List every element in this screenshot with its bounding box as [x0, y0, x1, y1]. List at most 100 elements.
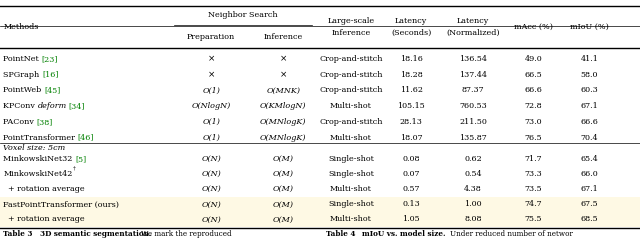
Text: Multi-shot: Multi-shot	[330, 102, 372, 110]
Text: 137.44: 137.44	[459, 71, 487, 79]
Text: $\times$: $\times$	[279, 70, 287, 79]
Text: 67.1: 67.1	[580, 102, 598, 110]
Text: [38]: [38]	[36, 118, 53, 126]
Text: mAcc (%): mAcc (%)	[514, 23, 553, 31]
Text: 58.0: 58.0	[580, 71, 598, 79]
Bar	[0, 212, 640, 227]
Text: [45]: [45]	[44, 86, 60, 94]
Text: 87.37: 87.37	[461, 86, 484, 94]
Text: Inference: Inference	[332, 29, 371, 37]
Text: Latency: Latency	[395, 17, 428, 25]
Text: We mark the reproduced: We mark the reproduced	[141, 230, 232, 238]
Text: 70.4: 70.4	[580, 134, 598, 142]
Text: O(MNlogK): O(MNlogK)	[260, 118, 307, 126]
Text: O(M): O(M)	[273, 200, 294, 208]
Text: Methods: Methods	[3, 23, 38, 31]
Text: + rotation average: + rotation average	[8, 215, 85, 223]
Text: + rotation average: + rotation average	[8, 185, 85, 193]
Text: (Seconds): (Seconds)	[391, 29, 431, 37]
Text: 0.54: 0.54	[464, 170, 482, 178]
Text: SPGraph: SPGraph	[3, 71, 42, 79]
Text: $\times$: $\times$	[279, 54, 287, 64]
Text: 73.3: 73.3	[525, 170, 542, 178]
Text: 18.28: 18.28	[400, 71, 422, 79]
Text: Multi-shot: Multi-shot	[330, 185, 372, 193]
Text: 760.53: 760.53	[459, 102, 487, 110]
Text: PointNet: PointNet	[3, 55, 42, 63]
Text: 71.7: 71.7	[525, 155, 542, 163]
Text: 3D semantic segmentation.: 3D semantic segmentation.	[40, 230, 152, 238]
Text: [5]: [5]	[75, 155, 86, 163]
Text: (Normalized): (Normalized)	[446, 29, 500, 37]
Text: KPConv: KPConv	[3, 102, 38, 110]
Text: Crop-and-stitch: Crop-and-stitch	[319, 55, 383, 63]
Text: 0.07: 0.07	[403, 170, 420, 178]
Text: O(N): O(N)	[202, 170, 221, 178]
Text: Single-shot: Single-shot	[328, 170, 374, 178]
Text: 211.50: 211.50	[459, 118, 487, 126]
Text: [16]: [16]	[42, 71, 58, 79]
Text: 66.5: 66.5	[525, 71, 542, 79]
Bar	[0, 197, 640, 212]
Text: PAConv: PAConv	[3, 118, 36, 126]
Text: 66.0: 66.0	[580, 170, 598, 178]
Text: O(M): O(M)	[273, 185, 294, 193]
Text: Inference: Inference	[264, 33, 303, 41]
Text: 135.87: 135.87	[459, 134, 487, 142]
Text: O(1): O(1)	[202, 86, 220, 94]
Text: Crop-and-stitch: Crop-and-stitch	[319, 71, 383, 79]
Text: 76.5: 76.5	[525, 134, 542, 142]
Text: Neighbor Search: Neighbor Search	[209, 11, 278, 19]
Text: O(N): O(N)	[202, 155, 221, 163]
Text: 67.5: 67.5	[580, 200, 598, 208]
Text: Voxel size: 5cm: Voxel size: 5cm	[3, 144, 65, 152]
Text: 8.08: 8.08	[464, 215, 482, 223]
Text: Preparation: Preparation	[187, 33, 236, 41]
Text: 73.0: 73.0	[525, 118, 542, 126]
Text: 0.57: 0.57	[403, 185, 420, 193]
Text: O(MNlogK): O(MNlogK)	[260, 134, 307, 142]
Text: Large-scale: Large-scale	[328, 17, 374, 25]
Text: O(NlogN): O(NlogN)	[191, 102, 231, 110]
Text: 0.08: 0.08	[403, 155, 420, 163]
Text: 0.13: 0.13	[403, 200, 420, 208]
Text: Table 4: Table 4	[326, 230, 356, 238]
Text: O(N): O(N)	[202, 200, 221, 208]
Text: FastPointTransformer (ours): FastPointTransformer (ours)	[3, 200, 119, 208]
Text: 68.5: 68.5	[580, 215, 598, 223]
Text: MinkowskiNet32: MinkowskiNet32	[3, 155, 75, 163]
Text: O(N): O(N)	[202, 185, 221, 193]
Text: 65.4: 65.4	[580, 155, 598, 163]
Text: mIoU vs. model size.: mIoU vs. model size.	[362, 230, 445, 238]
Text: $\times$: $\times$	[207, 54, 215, 64]
Text: 72.8: 72.8	[525, 102, 542, 110]
Text: 66.6: 66.6	[580, 118, 598, 126]
Text: 41.1: 41.1	[580, 55, 598, 63]
Text: O(MNK): O(MNK)	[266, 86, 300, 94]
Text: Crop-and-stitch: Crop-and-stitch	[319, 118, 383, 126]
Text: 60.3: 60.3	[580, 86, 598, 94]
Text: 136.54: 136.54	[459, 55, 487, 63]
Text: Table 3: Table 3	[3, 230, 33, 238]
Text: MinkowskiNet42: MinkowskiNet42	[3, 170, 72, 178]
Text: Single-shot: Single-shot	[328, 155, 374, 163]
Text: [46]: [46]	[77, 134, 94, 142]
Text: PointTransformer: PointTransformer	[3, 134, 77, 142]
Text: 105.15: 105.15	[397, 102, 425, 110]
Text: Latency: Latency	[457, 17, 489, 25]
Text: O(KMlogN): O(KMlogN)	[260, 102, 307, 110]
Text: O(1): O(1)	[202, 118, 220, 126]
Text: 75.5: 75.5	[525, 215, 542, 223]
Text: O(M): O(M)	[273, 155, 294, 163]
Text: Multi-shot: Multi-shot	[330, 134, 372, 142]
Text: 18.16: 18.16	[400, 55, 422, 63]
Text: O(1): O(1)	[202, 134, 220, 142]
Text: 74.7: 74.7	[525, 200, 542, 208]
Text: [23]: [23]	[42, 55, 58, 63]
Text: 73.5: 73.5	[525, 185, 542, 193]
Text: 49.0: 49.0	[525, 55, 542, 63]
Text: 0.62: 0.62	[464, 155, 482, 163]
Text: mIoU (%): mIoU (%)	[570, 23, 609, 31]
Text: Single-shot: Single-shot	[328, 200, 374, 208]
Text: deform: deform	[38, 102, 67, 110]
